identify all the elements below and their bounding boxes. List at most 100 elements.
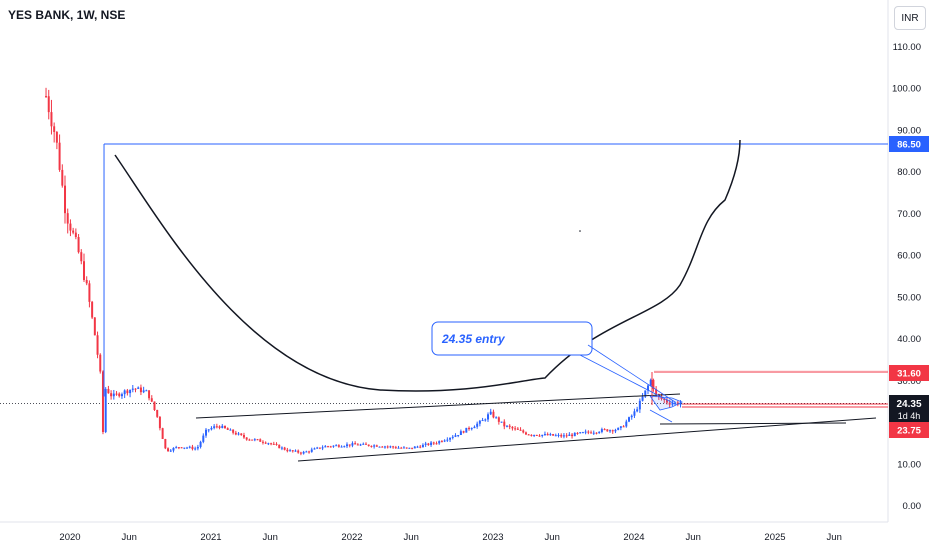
candle-body [376, 445, 378, 446]
candle-body [159, 417, 161, 428]
candle-body [595, 433, 597, 434]
candle-body [468, 428, 470, 429]
candle-body [219, 426, 221, 428]
x-tick-label: Jun [122, 532, 137, 543]
candle-body [625, 422, 627, 427]
candle-body [433, 443, 435, 444]
candle-body [50, 112, 52, 126]
candle-body [156, 410, 158, 417]
candle-body [631, 416, 633, 417]
candle-body [571, 435, 573, 437]
candle-body [517, 429, 519, 430]
candle-body [240, 434, 242, 435]
candle-body [322, 447, 324, 448]
candle-body [585, 432, 587, 433]
candle-body [178, 447, 180, 448]
candle-body [276, 444, 278, 445]
candle-body [56, 132, 58, 143]
candle-body [636, 409, 638, 411]
y-tick-label: 90.00 [897, 125, 921, 136]
candle-body [200, 442, 202, 447]
candle-body [454, 435, 456, 437]
x-tick-label: 2021 [200, 532, 221, 543]
candle-body [297, 451, 299, 453]
candle-body [129, 390, 131, 393]
candle-body [121, 394, 123, 396]
candle-body [153, 402, 155, 410]
candle-body [370, 446, 372, 447]
x-tick-label: 2024 [623, 532, 644, 543]
y-tick-label: 10.00 [897, 459, 921, 470]
candle-body [555, 435, 557, 436]
countdown-label: 1d 4h [898, 411, 921, 421]
candle-body [408, 448, 410, 449]
candle-body [362, 444, 364, 445]
candle-body [124, 390, 126, 394]
candle-body [547, 434, 549, 435]
currency-button[interactable]: INR [894, 6, 926, 30]
candle-body [617, 428, 619, 430]
candle-body [197, 447, 199, 449]
candle-body [257, 439, 259, 440]
candle-body [628, 417, 630, 421]
candle-body [444, 440, 446, 441]
candle-body [549, 434, 551, 435]
candle-body [167, 448, 169, 451]
candle-body [639, 401, 641, 410]
candle-body [94, 318, 96, 336]
candle-body [148, 390, 150, 398]
candle-body [86, 280, 88, 283]
candle-body [189, 447, 191, 448]
candle-body [126, 390, 128, 393]
candle-body [221, 426, 223, 428]
candle-body [633, 411, 635, 415]
candle-body [303, 452, 305, 454]
candle-body [346, 444, 348, 446]
candle-body [105, 389, 107, 432]
candle-body [422, 445, 424, 447]
candle-body [479, 421, 481, 424]
candle-body [170, 451, 172, 452]
candle-body [357, 444, 359, 445]
entry-callout: 24.35 entry [432, 322, 675, 404]
wedge-pattern [650, 396, 682, 410]
candle-body [67, 213, 69, 223]
candle-body [232, 430, 234, 433]
candle-body [313, 448, 315, 449]
candle-body [205, 430, 207, 436]
candle-body [208, 429, 210, 430]
lower-trendline [298, 418, 876, 461]
candle-body [487, 414, 489, 419]
candle-body [91, 302, 93, 318]
candle-body [503, 422, 505, 427]
candle-body [292, 450, 294, 451]
y-tick-label: 70.00 [897, 209, 921, 220]
candle-body [88, 283, 90, 302]
upper-trendline [196, 394, 680, 418]
candle-body [392, 446, 394, 447]
candle-body [194, 448, 196, 449]
candle-body [373, 445, 375, 446]
candle-body [379, 447, 381, 448]
candle-body [324, 446, 326, 447]
candle-body [593, 433, 595, 434]
stop-price-label: 23.75 [897, 426, 921, 437]
candle-body [316, 448, 318, 449]
candle-body [368, 445, 370, 446]
candle-body [48, 96, 50, 112]
candle-body [623, 426, 625, 427]
candle-body [164, 439, 166, 448]
candle-body [449, 438, 451, 440]
candle-body [216, 426, 218, 427]
candle-body [72, 231, 74, 233]
candle-body [566, 435, 568, 436]
candle-body [151, 398, 153, 401]
x-tick-label: Jun [686, 532, 701, 543]
candle-body [238, 434, 240, 435]
candle-body [509, 426, 511, 427]
candle-body [395, 447, 397, 448]
candle-body [183, 448, 185, 449]
candle-body [286, 450, 288, 451]
